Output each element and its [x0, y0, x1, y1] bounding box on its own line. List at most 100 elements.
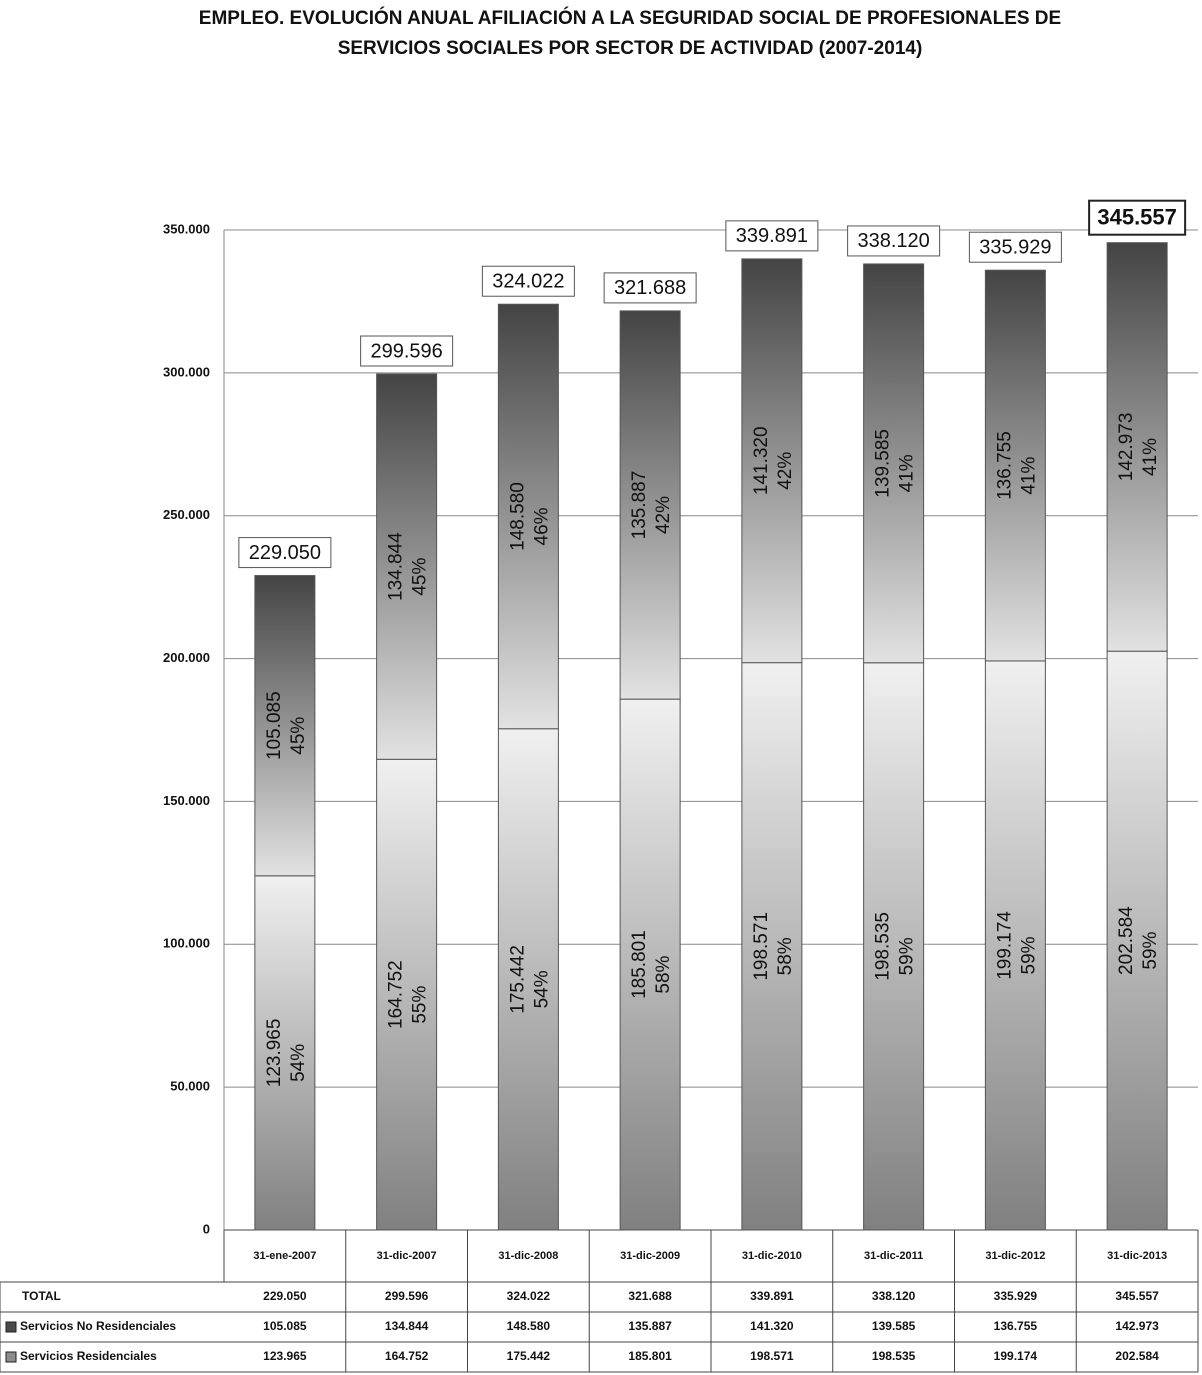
- value-label: 164.752: [386, 960, 407, 1029]
- x-tick-label: 31-dic-2009: [620, 1250, 680, 1262]
- percent-label: 42%: [775, 452, 796, 490]
- table-cell: 148.580: [507, 1319, 551, 1333]
- bar-segment: [497, 303, 559, 730]
- table-cell: 339.891: [750, 1289, 794, 1303]
- x-tick-label: 31-dic-2007: [377, 1250, 437, 1262]
- y-tick-label: 150.000: [163, 793, 210, 808]
- total-label: 321.688: [614, 277, 686, 299]
- percent-label: 54%: [288, 1044, 309, 1082]
- value-label: 198.571: [751, 912, 772, 981]
- bar-segment: [254, 875, 316, 1231]
- legend-swatch: [5, 1321, 17, 1333]
- total-label: 324.022: [492, 271, 564, 293]
- table-cell: 202.584: [1115, 1349, 1159, 1363]
- table-cell: 134.844: [385, 1319, 429, 1333]
- percent-label: 41%: [897, 454, 918, 492]
- table-cell: 136.755: [994, 1319, 1038, 1333]
- bar-segment: [1106, 650, 1168, 1231]
- total-box: [847, 225, 941, 257]
- value-label: 199.174: [994, 911, 1015, 980]
- percent-label: 46%: [531, 507, 552, 545]
- legend-swatch: [5, 1351, 17, 1363]
- table-cell: 198.571: [750, 1349, 794, 1363]
- value-label: 136.755: [994, 431, 1015, 500]
- y-tick-label: 300.000: [163, 364, 210, 379]
- table-cell: 123.965: [263, 1349, 307, 1363]
- table-cell: 335.929: [994, 1289, 1038, 1303]
- total-box: [238, 537, 332, 569]
- table-cell: 105.085: [263, 1319, 307, 1333]
- total-box: [968, 231, 1062, 263]
- percent-label: 45%: [288, 717, 309, 755]
- y-tick-label: 200.000: [163, 650, 210, 665]
- percent-label: 58%: [775, 937, 796, 975]
- total-box: [725, 220, 819, 252]
- table-cell: 321.688: [628, 1289, 672, 1303]
- bar-segment: [741, 258, 803, 664]
- table-cell: 185.801: [628, 1349, 672, 1363]
- total-label: 338.120: [857, 230, 929, 252]
- x-tick-label: 31-dic-2013: [1107, 1250, 1167, 1262]
- value-label: 175.442: [507, 945, 528, 1014]
- total-label: 335.929: [979, 236, 1051, 258]
- value-label: 142.973: [1116, 413, 1137, 482]
- value-label: 202.584: [1116, 906, 1137, 975]
- x-tick-label: 31-dic-2011: [864, 1250, 923, 1262]
- total-box: [1088, 199, 1187, 236]
- bar-segment: [376, 758, 438, 1231]
- y-tick-label: 0: [203, 1221, 210, 1236]
- value-label: 139.585: [873, 429, 894, 498]
- value-label: 105.085: [264, 691, 285, 760]
- table-cell: 345.557: [1115, 1289, 1159, 1303]
- x-tick-label: 31-dic-2008: [498, 1250, 558, 1262]
- bar-segment: [984, 660, 1046, 1231]
- table-cell: 229.050: [263, 1289, 307, 1303]
- table-cell: 135.887: [628, 1319, 672, 1333]
- percent-label: 42%: [653, 496, 674, 534]
- percent-label: 41%: [1140, 438, 1161, 476]
- table-cell: 139.585: [872, 1319, 916, 1333]
- value-label: 185.801: [629, 930, 650, 999]
- bar-segment: [741, 662, 803, 1231]
- value-label: 135.887: [629, 471, 650, 540]
- row-header: TOTAL: [22, 1289, 61, 1303]
- row-header: Servicios No Residenciales: [20, 1319, 176, 1333]
- table-cell: 175.442: [507, 1349, 551, 1363]
- percent-label: 55%: [410, 986, 431, 1024]
- value-label: 123.965: [264, 1019, 285, 1088]
- percent-label: 59%: [1018, 936, 1039, 974]
- table-cell: 199.174: [994, 1349, 1038, 1363]
- total-label: 299.596: [370, 340, 442, 362]
- bar-segment: [376, 373, 438, 760]
- table-cell: 324.022: [507, 1289, 551, 1303]
- total-label: 345.557: [1097, 205, 1177, 230]
- value-label: 141.320: [751, 426, 772, 495]
- percent-label: 45%: [410, 558, 431, 596]
- table-cell: 198.535: [872, 1349, 916, 1363]
- percent-label: 59%: [897, 937, 918, 975]
- value-label: 198.535: [873, 912, 894, 981]
- table-cell: 164.752: [385, 1349, 429, 1363]
- bar-segment: [1106, 242, 1168, 652]
- percent-label: 59%: [1140, 931, 1161, 969]
- percent-label: 41%: [1018, 456, 1039, 494]
- x-tick-label: 31-ene-2007: [253, 1250, 316, 1262]
- total-box: [360, 335, 454, 367]
- bar-segment: [619, 698, 681, 1231]
- bar-segment: [863, 263, 925, 664]
- chart-title: EMPLEO. EVOLUCIÓN ANUAL AFILIACIÓN A LA …: [198, 8, 1062, 59]
- total-label: 229.050: [249, 542, 321, 564]
- y-tick-label: 50.000: [170, 1079, 210, 1094]
- percent-label: 54%: [531, 970, 552, 1008]
- x-tick-label: 31-dic-2012: [985, 1250, 1045, 1262]
- x-tick-label: 31-dic-2010: [742, 1250, 802, 1262]
- y-tick-label: 250.000: [163, 507, 210, 522]
- percent-label: 58%: [653, 955, 674, 993]
- y-tick-label: 350.000: [163, 221, 210, 236]
- value-label: 134.844: [386, 532, 407, 601]
- table-cell: 338.120: [872, 1289, 916, 1303]
- value-label: 148.580: [507, 482, 528, 551]
- y-tick-label: 100.000: [163, 936, 210, 951]
- table-cell: 299.596: [385, 1289, 429, 1303]
